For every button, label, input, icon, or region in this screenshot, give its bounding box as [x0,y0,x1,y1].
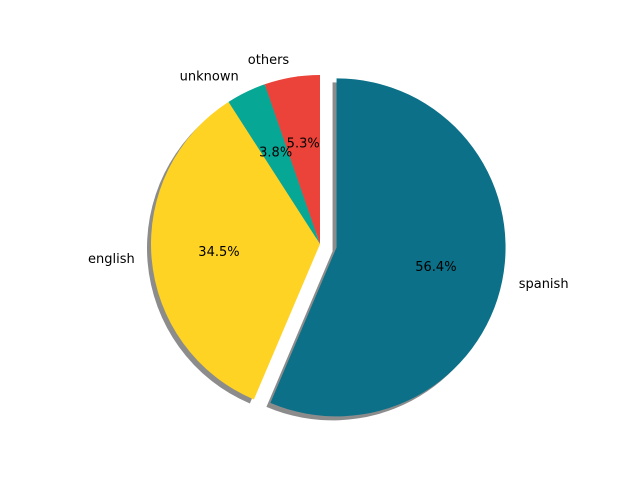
slice-spanish [270,78,506,417]
slice-others [264,75,320,244]
slice-percent-unknown: 3.8% [259,145,292,160]
label-layer: spanish 56.4% english 34.5% unknown 3.8% other… [88,53,569,292]
slice-label-others: others [248,53,290,68]
slice-layer [150,75,506,417]
slice-label-english: english [88,252,135,267]
slice-label-unknown: unknown [180,69,239,84]
slice-unknown [228,84,320,245]
slice-label-spanish: spanish [519,277,569,292]
slice-percent-spanish: 56.4% [415,260,456,275]
slice-percent-others: 5.3% [287,137,320,152]
slice-percent-english: 34.5% [198,245,239,260]
slice-english [150,101,320,400]
